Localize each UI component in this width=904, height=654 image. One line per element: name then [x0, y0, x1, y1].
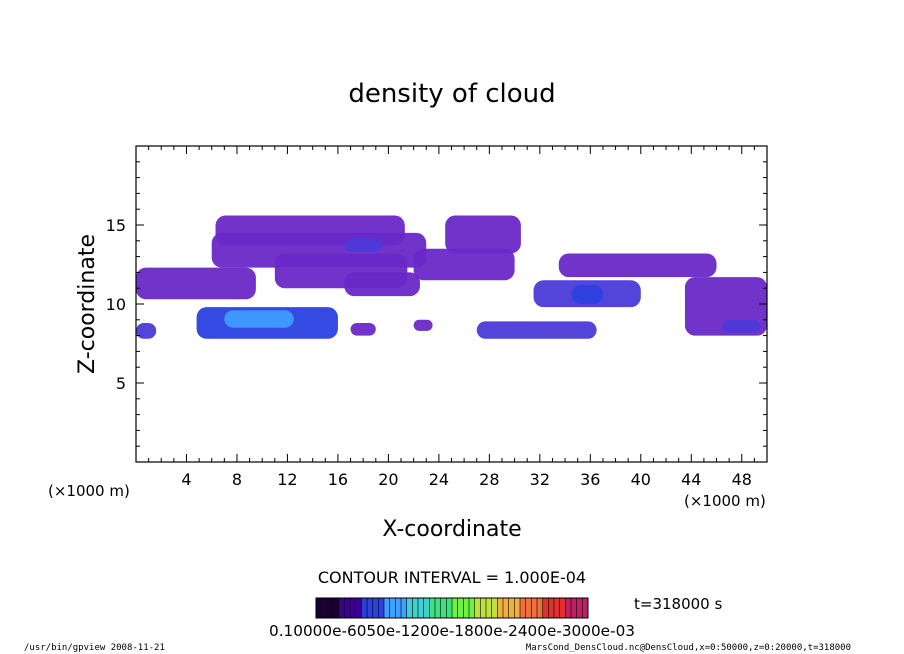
x-tick-label-8: 8: [232, 470, 242, 489]
colorbar-cell-19: [423, 598, 430, 618]
colorbar-cell-22: [440, 598, 447, 618]
colorbar-cell-43: [559, 598, 566, 618]
colorbar-cell-5: [344, 598, 350, 618]
cloud-region-7: [558, 253, 717, 278]
colorbar-cell-32: [497, 598, 503, 618]
density-core-0: [224, 310, 294, 328]
colorbar-cell-47: [582, 598, 588, 618]
x-tick-label-32: 32: [530, 470, 550, 489]
colorbar-cell-11: [378, 598, 384, 618]
y-axis-label: Z-coordinate: [75, 234, 100, 374]
x-unit-left: (×1000 m): [48, 482, 130, 500]
colorbar-cell-7: [355, 598, 362, 618]
colorbar-cell-36: [520, 598, 526, 618]
colorbar-cell-4: [338, 598, 345, 618]
density-core-3: [722, 319, 761, 333]
cloud-region-13: [350, 322, 376, 336]
time-label: t=318000 s: [634, 595, 722, 613]
x-tick-label-20: 20: [378, 470, 398, 489]
cloud-region-12: [136, 322, 157, 339]
colorbar-cell-27: [469, 598, 475, 618]
colorbar-cell-6: [350, 598, 356, 618]
colorbar-labels: 0.10000e-6050e-1200e-1800e-2400e-3000e-0…: [269, 622, 635, 640]
colorbar-cell-34: [508, 598, 515, 618]
colorbar-cell-12: [384, 598, 390, 618]
x-tick-label-24: 24: [429, 470, 449, 489]
x-tick-label-36: 36: [580, 470, 600, 489]
colorbar-frame: [315, 597, 589, 619]
colorbar-cell-21: [435, 598, 441, 618]
colorbar-cell-29: [480, 598, 486, 618]
colorbar-cell-20: [429, 598, 435, 618]
colorbar-cell-23: [446, 598, 452, 618]
colorbar-cell-8: [361, 598, 367, 618]
colorbar-cell-28: [474, 598, 481, 618]
colorbar-cell-15: [401, 598, 407, 618]
plot-area: [136, 215, 767, 339]
density-core-2: [344, 237, 383, 252]
x-tick-label-44: 44: [681, 470, 701, 489]
cloud-region-3: [344, 272, 420, 297]
colorbar-cell-1: [321, 598, 328, 618]
colorbar-cell-24: [452, 598, 458, 618]
y-tick-label-15: 15: [106, 216, 126, 235]
colorbar-cell-37: [525, 598, 532, 618]
colorbar-cell-3: [333, 598, 339, 618]
cloud-region-11: [476, 321, 597, 339]
x-tick-label-40: 40: [631, 470, 651, 489]
colorbar-cell-10: [372, 598, 379, 618]
chart-title: density of cloud: [348, 79, 555, 109]
x-tick-label-12: 12: [277, 470, 297, 489]
colorbar-cell-17: [412, 598, 418, 618]
colorbar-cell-9: [367, 598, 373, 618]
y-tick-label-5: 5: [116, 374, 126, 393]
colorbar-cell-45: [571, 598, 577, 618]
x-tick-label-4: 4: [181, 470, 191, 489]
colorbar-cell-31: [491, 598, 498, 618]
cloud-region-5: [413, 248, 515, 281]
colorbar-cell-18: [418, 598, 424, 618]
x-tick-label-16: 16: [328, 470, 348, 489]
colorbar-cell-26: [463, 598, 469, 618]
colorbar-cell-35: [514, 598, 520, 618]
density-core-1: [571, 285, 603, 304]
cloud-region-14: [413, 319, 433, 331]
colorbar-cell-0: [316, 598, 322, 618]
colorbar-cell-33: [503, 598, 509, 618]
colorbar-cell-30: [486, 598, 492, 618]
colorbar-cell-13: [389, 598, 396, 618]
footer-left: /usr/bin/gpview 2008-11-21: [24, 643, 165, 653]
cloud-region-6: [136, 267, 256, 300]
colorbar-cell-14: [395, 598, 401, 618]
colorbar-cell-46: [576, 598, 583, 618]
colorbar-cell-2: [327, 598, 333, 618]
footer-right: MarsCond_DensCloud.nc@DensCloud,x=0:5000…: [526, 643, 851, 653]
colorbar-cell-41: [548, 598, 554, 618]
colorbar-cell-40: [542, 598, 549, 618]
x-tick-label-28: 28: [479, 470, 499, 489]
colorbar-cell-42: [554, 598, 560, 618]
x-unit-right: (×1000 m): [684, 492, 766, 510]
colorbar: [315, 598, 588, 618]
colorbar-cell-38: [531, 598, 537, 618]
y-tick-label-10: 10: [106, 295, 126, 314]
plot-frame: [135, 145, 768, 463]
x-axis-label: X-coordinate: [382, 517, 521, 542]
colorbar-cell-44: [565, 598, 571, 618]
colorbar-cell-25: [457, 598, 464, 618]
contour-interval: CONTOUR INTERVAL = 1.000E-04: [318, 568, 586, 587]
cloud-region-4: [445, 215, 521, 254]
colorbar-cell-39: [537, 598, 543, 618]
colorbar-cell-16: [406, 598, 413, 618]
x-tick-label-48: 48: [732, 470, 752, 489]
